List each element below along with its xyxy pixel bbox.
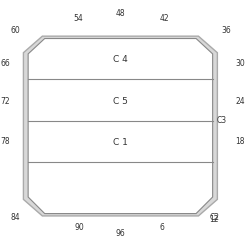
- Text: 84: 84: [11, 213, 20, 222]
- Text: 96: 96: [116, 229, 125, 238]
- Text: 60: 60: [11, 26, 20, 35]
- Polygon shape: [23, 36, 217, 216]
- Text: 6: 6: [159, 223, 164, 232]
- Text: C 4: C 4: [113, 55, 128, 64]
- Text: C3: C3: [217, 116, 227, 125]
- Text: 42: 42: [159, 14, 169, 23]
- Text: 18: 18: [235, 137, 245, 146]
- Text: 78: 78: [1, 137, 10, 146]
- Text: 54: 54: [73, 14, 83, 23]
- Text: 72: 72: [1, 97, 10, 106]
- Text: C 1: C 1: [113, 138, 128, 147]
- Text: 48: 48: [116, 9, 125, 18]
- Polygon shape: [28, 38, 213, 214]
- Text: 90: 90: [74, 223, 84, 232]
- Text: 36: 36: [221, 26, 231, 35]
- Text: 30: 30: [235, 59, 245, 68]
- Text: C2: C2: [210, 213, 220, 222]
- Text: 24: 24: [235, 97, 245, 106]
- Text: C 5: C 5: [113, 97, 128, 106]
- Text: 66: 66: [1, 59, 10, 68]
- Text: 12: 12: [210, 215, 219, 224]
